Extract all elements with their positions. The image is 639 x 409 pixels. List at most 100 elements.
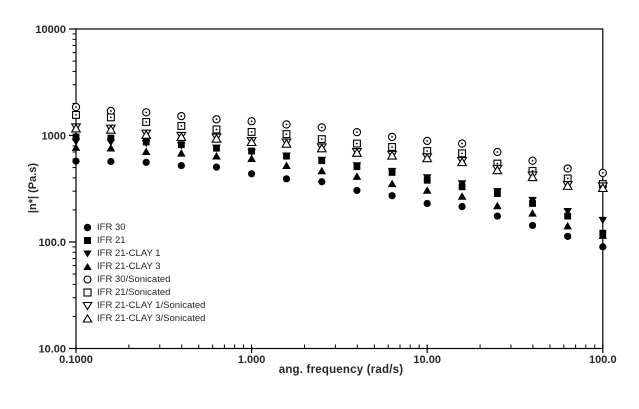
marker-center-dot bbox=[356, 142, 358, 145]
data-point-marker bbox=[598, 216, 608, 225]
data-point-marker bbox=[72, 133, 80, 141]
data-point-marker bbox=[317, 166, 327, 175]
marker-center-dot bbox=[250, 120, 253, 123]
data-point-marker bbox=[421, 153, 433, 163]
legend-item-label: IFR 21/Sonicated bbox=[97, 287, 171, 298]
marker-center-dot bbox=[566, 167, 569, 170]
filled-circle-marker-icon bbox=[83, 223, 92, 232]
y-tick-label: 10000 bbox=[35, 24, 66, 36]
marker-center-dot bbox=[75, 114, 77, 116]
data-point-marker bbox=[423, 199, 431, 208]
data-point-marker bbox=[527, 172, 538, 182]
data-point-marker bbox=[456, 157, 468, 167]
legend: IFR 30 IFR 21 IFR 21-CLAY 1 IFR 21-CLAY … bbox=[82, 221, 205, 325]
data-point-marker bbox=[493, 212, 501, 220]
x-tick-label: 0.1000 bbox=[59, 354, 93, 366]
data-point-marker bbox=[281, 138, 292, 148]
marker-center-dot bbox=[180, 115, 183, 118]
legend-item: IFR 21-CLAY 3 bbox=[82, 260, 205, 273]
data-point-marker bbox=[388, 192, 396, 200]
data-point-marker bbox=[564, 232, 572, 240]
x-tick-label: 1.000 bbox=[238, 354, 266, 366]
x-tick-label: 100.0 bbox=[589, 354, 617, 366]
marker-center-dot bbox=[496, 162, 499, 165]
data-point-marker bbox=[177, 149, 186, 157]
data-point-marker bbox=[107, 157, 115, 166]
legend-item-label: IFR 21-CLAY 1/Sonicated bbox=[97, 300, 206, 311]
data-point-marker bbox=[141, 147, 151, 155]
marker-center-dot bbox=[250, 131, 253, 133]
marker-center-dot bbox=[180, 125, 183, 127]
data-point-marker bbox=[212, 163, 221, 171]
marker-center-dot bbox=[356, 131, 358, 134]
data-point-marker bbox=[598, 231, 608, 239]
data-point-marker bbox=[564, 212, 572, 220]
data-point-marker bbox=[142, 158, 150, 166]
data-point-marker bbox=[106, 143, 116, 152]
data-point-marker bbox=[422, 174, 432, 182]
data-point-marker bbox=[528, 196, 537, 205]
legend-item: IFR 21-CLAY 1 bbox=[82, 247, 205, 260]
open-square-marker-icon bbox=[83, 288, 92, 297]
legend-item: IFR 30/Sonicated bbox=[82, 273, 205, 286]
data-point-marker bbox=[316, 143, 328, 153]
data-point-marker bbox=[177, 161, 185, 170]
marker-center-dot bbox=[391, 136, 393, 138]
data-point-marker bbox=[351, 147, 363, 157]
legend-item-label: IFR 21-CLAY 1 bbox=[97, 248, 161, 259]
legend-item: IFR 21-CLAY 1/Sonicated bbox=[82, 299, 205, 312]
data-point-marker bbox=[318, 178, 326, 186]
marker-center-dot bbox=[109, 116, 112, 119]
data-point-marker bbox=[140, 129, 152, 139]
marker-center-dot bbox=[215, 128, 218, 131]
data-point-marker bbox=[71, 143, 81, 151]
marker-center-dot bbox=[531, 170, 534, 172]
data-point-marker bbox=[176, 131, 187, 141]
legend-item-label: IFR 21-CLAY 3/Sonicated bbox=[97, 313, 206, 324]
y-tick-label: 1000 bbox=[42, 130, 66, 142]
legend-item: IFR 21-CLAY 3/Sonicated bbox=[82, 312, 205, 325]
data-point-marker bbox=[457, 192, 467, 200]
data-point-marker bbox=[247, 154, 256, 163]
marker-center-dot bbox=[461, 142, 463, 145]
data-point-marker bbox=[353, 186, 361, 195]
data-point-marker bbox=[528, 221, 537, 230]
marker-center-dot bbox=[601, 172, 604, 174]
legend-item: IFR 21 bbox=[82, 234, 205, 247]
data-point-marker bbox=[317, 156, 327, 165]
x-tick-label: 10.00 bbox=[413, 354, 441, 366]
data-point-marker bbox=[282, 152, 291, 160]
filled-square-marker-icon bbox=[84, 237, 91, 244]
data-point-marker bbox=[107, 134, 115, 142]
filled-triangle-down-marker-icon bbox=[83, 250, 92, 258]
data-point-marker bbox=[141, 140, 151, 148]
open-triangle-up-marker-icon bbox=[82, 313, 93, 323]
marker-center-dot bbox=[109, 110, 112, 112]
filled-triangle-up-marker-icon bbox=[83, 263, 92, 270]
legend-item-label: IFR 30/Sonicated bbox=[97, 274, 171, 285]
y-axis-title: |n*| (Pa.s) bbox=[27, 162, 39, 214]
y-tick-label: 10.00 bbox=[38, 343, 66, 355]
data-point-marker bbox=[387, 179, 397, 188]
data-point-marker bbox=[386, 150, 398, 160]
legend-item: IFR 21/Sonicated bbox=[82, 286, 205, 299]
data-point-marker bbox=[248, 170, 256, 178]
data-point-marker bbox=[492, 165, 503, 175]
marker-center-dot bbox=[566, 177, 569, 180]
x-axis-title: ang. frequency (rad/s) bbox=[278, 364, 404, 376]
data-point-marker bbox=[212, 151, 221, 160]
data-point-marker bbox=[493, 201, 502, 210]
marker-center-dot bbox=[391, 146, 393, 148]
marker-center-dot bbox=[320, 138, 323, 141]
data-point-marker bbox=[282, 175, 291, 183]
data-point-marker bbox=[72, 157, 80, 165]
legend-item-label: IFR 21-CLAY 3 bbox=[97, 261, 161, 272]
marker-center-dot bbox=[215, 118, 218, 121]
marker-center-dot bbox=[531, 159, 534, 162]
marker-center-dot bbox=[285, 123, 288, 126]
data-point-marker bbox=[105, 124, 117, 134]
open-circle-marker-icon bbox=[83, 275, 92, 284]
marker-center-dot bbox=[285, 133, 288, 136]
marker-center-dot bbox=[320, 126, 323, 129]
